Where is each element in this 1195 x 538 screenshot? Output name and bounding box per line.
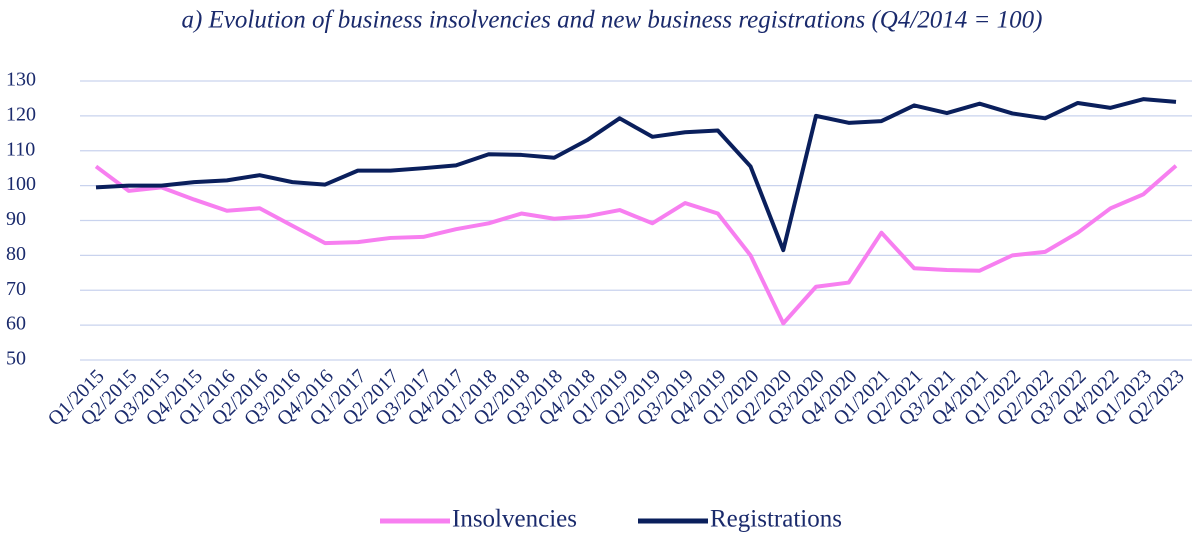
legend-label: Insolvencies — [452, 506, 577, 533]
series-line — [94, 164, 1178, 326]
y-tick-label: 50 — [6, 348, 26, 370]
y-tick-label: 60 — [6, 313, 26, 335]
y-tick-label: 120 — [6, 103, 36, 125]
y-tick-label: 90 — [6, 208, 26, 230]
y-tick-label: 130 — [6, 69, 36, 91]
y-tick-label: 80 — [6, 243, 26, 265]
y-tick-label: 70 — [6, 278, 26, 300]
series-line — [95, 97, 1177, 253]
y-tick-label: 100 — [6, 173, 36, 195]
y-tick-label: 110 — [6, 138, 35, 160]
legend-label: Registrations — [710, 506, 842, 533]
chart-title: a) Evolution of business insolvencies an… — [181, 7, 1042, 34]
